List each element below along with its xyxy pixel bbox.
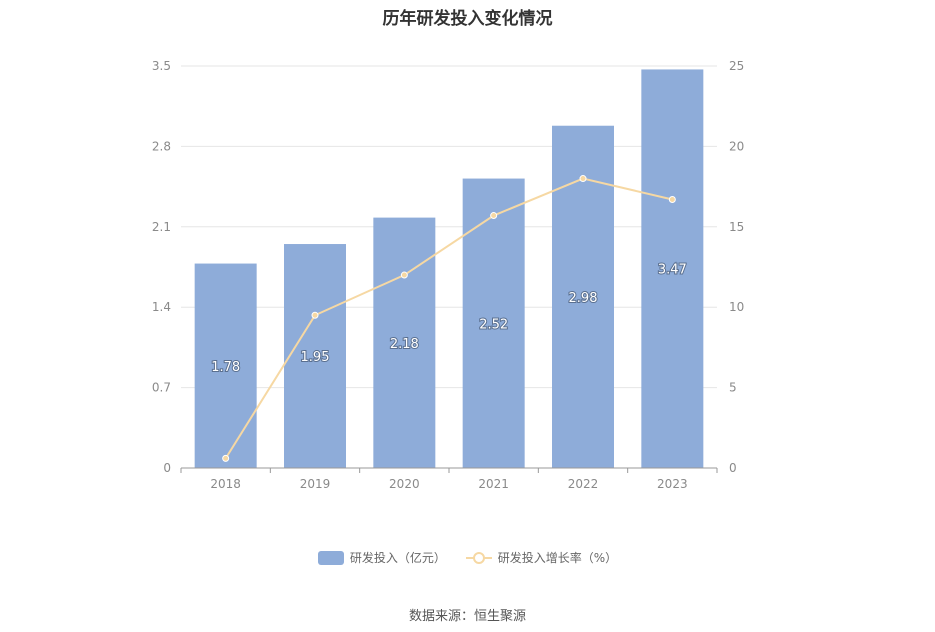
growth-point: [400, 271, 408, 279]
growth-point: [490, 212, 498, 220]
legend-line-swatch: [465, 551, 492, 564]
x-tick-label: 2021: [478, 477, 509, 491]
x-tick-label: 2023: [657, 477, 688, 491]
y-right-tick-label: 25: [729, 59, 744, 73]
x-tick-label: 2022: [568, 477, 599, 491]
bar-value-label: 1.78: [211, 360, 240, 375]
growth-point: [222, 454, 230, 462]
legend-item-line[interactable]: 研发投入增长率（%）: [465, 549, 618, 566]
y-left-tick-label: 0.7: [152, 381, 171, 395]
bar: [462, 178, 525, 468]
y-left-tick-label: 1.4: [152, 300, 171, 314]
y-right-tick-label: 10: [729, 300, 744, 314]
y-left-tick-label: 0: [163, 461, 171, 475]
chart-title: 历年研发投入变化情况: [382, 9, 553, 29]
bar: [641, 69, 704, 469]
legend-bar-label: 研发投入（亿元）: [349, 551, 446, 565]
bar: [284, 244, 346, 468]
growth-point: [579, 175, 587, 183]
legend: 研发投入（亿元） 研发投入增长率（%）: [0, 549, 935, 568]
bar: [194, 263, 257, 468]
y-right-tick-label: 15: [729, 220, 744, 234]
bar-value-label: 2.98: [569, 291, 598, 306]
y-left-tick-label: 3.5: [152, 59, 171, 73]
legend-line-label: 研发投入增长率（%）: [497, 551, 618, 565]
source-note: 数据来源：恒生聚源: [408, 609, 526, 624]
bar-value-label: 3.47: [658, 263, 687, 278]
y-left-tick-label: 2.8: [152, 139, 171, 153]
growth-point: [668, 195, 676, 203]
y-right-tick-label: 20: [729, 139, 744, 153]
y-left-tick-label: 2.1: [152, 220, 171, 234]
growth-line: [224, 177, 673, 459]
bar: [373, 217, 436, 468]
x-tick-label: 2018: [210, 477, 241, 491]
bar-value-label: 2.18: [390, 337, 419, 352]
legend-bar-swatch: [317, 550, 344, 565]
y-right-tick-label: 5: [729, 381, 737, 395]
x-tick-label: 2019: [300, 477, 331, 491]
legend-item-bar[interactable]: 研发投入（亿元）: [317, 549, 446, 566]
growth-point: [311, 311, 319, 319]
y-right-tick-label: 0: [729, 461, 737, 475]
bar-value-label: 2.52: [479, 317, 508, 332]
bar-value-label: 1.95: [301, 350, 330, 365]
x-tick-label: 2020: [389, 477, 420, 491]
